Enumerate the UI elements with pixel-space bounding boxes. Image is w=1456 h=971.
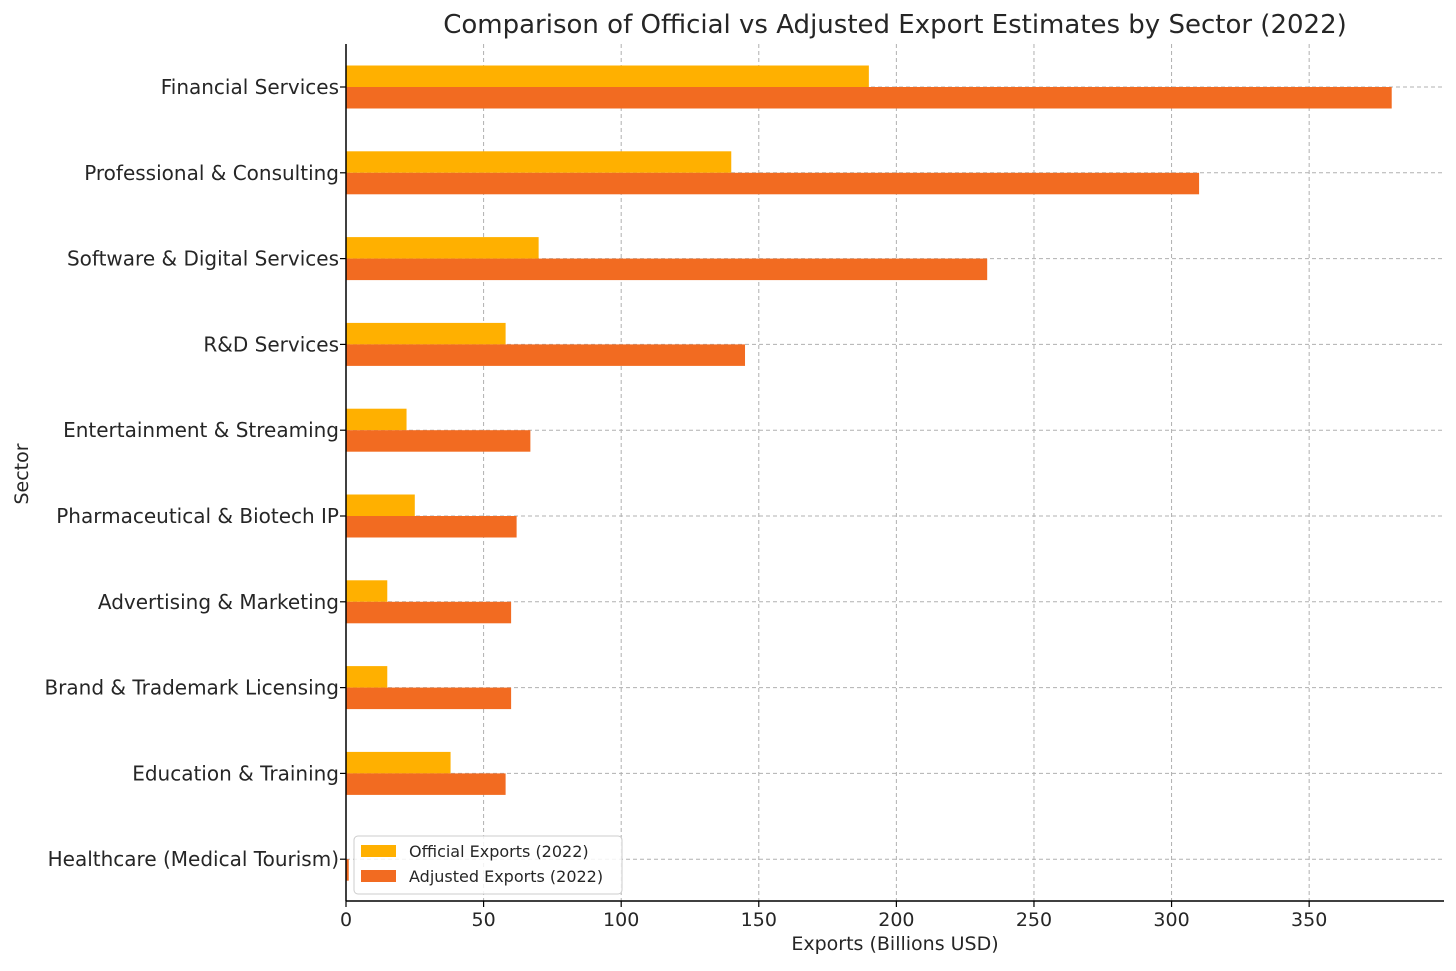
legend-frame (353, 835, 623, 895)
x-tick-label: 350 (1291, 909, 1327, 931)
bar-official (346, 751, 451, 774)
bars-layer (346, 65, 1392, 881)
y-category-label: Financial Services (161, 75, 339, 99)
bar-official (346, 494, 415, 516)
legend-label-adjusted: Adjusted Exports (2022) (409, 867, 603, 886)
legend-swatch-adjusted (361, 870, 396, 882)
bar-adjusted (346, 859, 349, 881)
bar-official (346, 237, 539, 259)
bar-official (346, 580, 388, 602)
bar-adjusted (346, 344, 746, 366)
y-category-label: Professional & Consulting (84, 161, 339, 185)
x-tick-label: 100 (603, 909, 639, 931)
bar-adjusted (346, 87, 1392, 109)
y-category-label: Brand & Trademark Licensing (44, 676, 339, 700)
bar-official (346, 65, 869, 87)
x-axis-label: Exports (Billions USD) (791, 933, 998, 955)
y-category-label: Entertainment & Streaming (63, 418, 339, 442)
legend: Official Exports (2022) Adjusted Exports… (353, 835, 623, 895)
bar-official (346, 408, 407, 431)
bar-official (346, 322, 506, 345)
y-category-label: Education & Training (132, 761, 339, 785)
x-tick-label: 200 (878, 909, 914, 931)
y-category-label: Healthcare (Medical Tourism) (48, 847, 339, 871)
x-tick-label: 50 (472, 909, 496, 931)
bar-adjusted (346, 172, 1200, 195)
bar-adjusted (346, 430, 531, 452)
x-ticks-layer: 0 50 100 150 200 250 300 350 (340, 86, 1327, 931)
bar-adjusted (346, 601, 512, 624)
y-category-label: R&D Services (203, 332, 339, 356)
y-category-labels: Financial Services Professional & Consult… (44, 75, 339, 871)
x-tick-label: 300 (1153, 909, 1189, 931)
bar-adjusted (346, 516, 517, 538)
chart-title: Comparison of Official vs Adjusted Expor… (443, 10, 1347, 40)
bar-adjusted (346, 773, 506, 795)
y-category-label: Advertising & Marketing (98, 590, 339, 614)
x-tick-label: 250 (1016, 909, 1052, 931)
legend-swatch-official (361, 845, 396, 857)
legend-label-official: Official Exports (2022) (409, 842, 589, 861)
x-tick-label: 150 (741, 909, 777, 931)
bar-adjusted (346, 687, 512, 710)
y-category-label: Software & Digital Services (67, 247, 339, 271)
x-tick-label: 0 (340, 909, 352, 931)
bar-official (346, 151, 732, 173)
y-axis-label: Sector (11, 443, 33, 504)
axes-layer (345, 44, 1444, 902)
bar-official (346, 666, 388, 688)
bar-adjusted (346, 258, 988, 281)
y-category-label: Pharmaceutical & Biotech IP (56, 504, 339, 528)
